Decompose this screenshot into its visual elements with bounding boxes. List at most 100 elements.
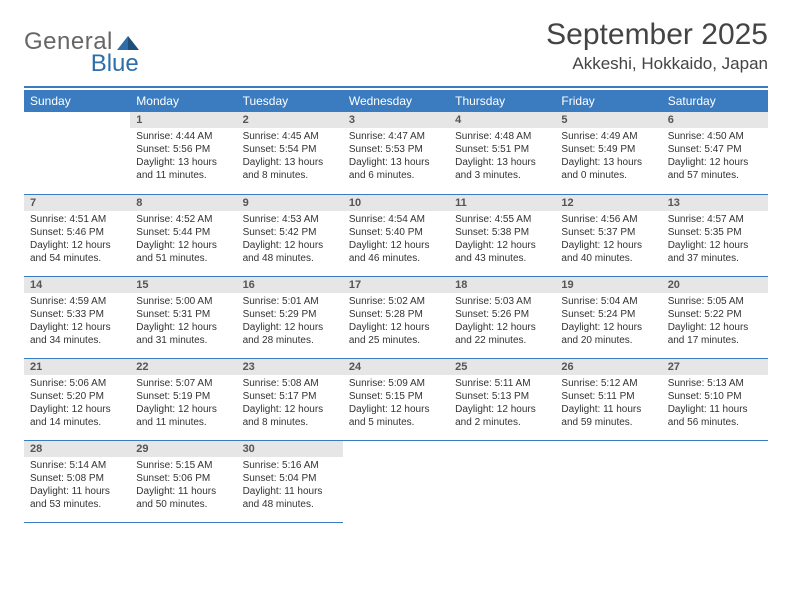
day-cell-inner: 17Sunrise: 5:02 AMSunset: 5:28 PMDayligh… (343, 277, 449, 358)
day-number: 8 (130, 195, 236, 211)
calendar-table: Sunday Monday Tuesday Wednesday Thursday… (24, 90, 768, 523)
daylight-text: Daylight: 12 hours and 25 minutes. (349, 321, 443, 347)
day-details: Sunrise: 4:50 AMSunset: 5:47 PMDaylight:… (662, 128, 768, 185)
day-cell-inner: 8Sunrise: 4:52 AMSunset: 5:44 PMDaylight… (130, 195, 236, 276)
day-number: 27 (662, 359, 768, 375)
calendar-page: General September 2025 Akkeshi, Hokkaido… (0, 0, 792, 612)
calendar-day-cell: 20Sunrise: 5:05 AMSunset: 5:22 PMDayligh… (662, 276, 768, 358)
sunrise-text: Sunrise: 4:49 AM (561, 130, 655, 143)
daylight-text: Daylight: 12 hours and 57 minutes. (668, 156, 762, 182)
day-cell-inner (662, 441, 768, 523)
daylight-text: Daylight: 12 hours and 37 minutes. (668, 239, 762, 265)
day-cell-inner: 15Sunrise: 5:00 AMSunset: 5:31 PMDayligh… (130, 277, 236, 358)
sunset-text: Sunset: 5:54 PM (243, 143, 337, 156)
sunset-text: Sunset: 5:20 PM (30, 390, 124, 403)
day-header: Sunday (24, 90, 130, 112)
day-cell-inner: 14Sunrise: 4:59 AMSunset: 5:33 PMDayligh… (24, 277, 130, 358)
day-cell-inner: 27Sunrise: 5:13 AMSunset: 5:10 PMDayligh… (662, 359, 768, 440)
day-number: 18 (449, 277, 555, 293)
day-cell-inner: 30Sunrise: 5:16 AMSunset: 5:04 PMDayligh… (237, 441, 343, 522)
day-details: Sunrise: 4:56 AMSunset: 5:37 PMDaylight:… (555, 211, 661, 268)
calendar-day-cell (662, 440, 768, 522)
calendar-day-cell (555, 440, 661, 522)
daylight-text: Daylight: 13 hours and 3 minutes. (455, 156, 549, 182)
day-cell-inner: 23Sunrise: 5:08 AMSunset: 5:17 PMDayligh… (237, 359, 343, 440)
calendar-week-row: 21Sunrise: 5:06 AMSunset: 5:20 PMDayligh… (24, 358, 768, 440)
sunrise-text: Sunrise: 4:53 AM (243, 213, 337, 226)
day-number: 13 (662, 195, 768, 211)
sunset-text: Sunset: 5:31 PM (136, 308, 230, 321)
day-details: Sunrise: 5:16 AMSunset: 5:04 PMDaylight:… (237, 457, 343, 514)
day-cell-inner: 1Sunrise: 4:44 AMSunset: 5:56 PMDaylight… (130, 112, 236, 194)
sunset-text: Sunset: 5:49 PM (561, 143, 655, 156)
daylight-text: Daylight: 12 hours and 8 minutes. (243, 403, 337, 429)
sunset-text: Sunset: 5:53 PM (349, 143, 443, 156)
sunset-text: Sunset: 5:40 PM (349, 226, 443, 239)
daylight-text: Daylight: 12 hours and 5 minutes. (349, 403, 443, 429)
day-details: Sunrise: 5:11 AMSunset: 5:13 PMDaylight:… (449, 375, 555, 432)
day-details: Sunrise: 5:02 AMSunset: 5:28 PMDaylight:… (343, 293, 449, 350)
sunrise-text: Sunrise: 5:12 AM (561, 377, 655, 390)
daylight-text: Daylight: 13 hours and 11 minutes. (136, 156, 230, 182)
sunrise-text: Sunrise: 4:44 AM (136, 130, 230, 143)
sunrise-text: Sunrise: 5:02 AM (349, 295, 443, 308)
calendar-day-cell: 7Sunrise: 4:51 AMSunset: 5:46 PMDaylight… (24, 194, 130, 276)
title-block: September 2025 Akkeshi, Hokkaido, Japan (546, 18, 768, 74)
sunrise-text: Sunrise: 5:13 AM (668, 377, 762, 390)
day-number: 1 (130, 112, 236, 128)
sunrise-text: Sunrise: 4:57 AM (668, 213, 762, 226)
calendar-day-cell: 23Sunrise: 5:08 AMSunset: 5:17 PMDayligh… (237, 358, 343, 440)
day-number: 5 (555, 112, 661, 128)
calendar-day-cell: 4Sunrise: 4:48 AMSunset: 5:51 PMDaylight… (449, 112, 555, 194)
sunset-text: Sunset: 5:42 PM (243, 226, 337, 239)
calendar-day-cell: 14Sunrise: 4:59 AMSunset: 5:33 PMDayligh… (24, 276, 130, 358)
sunset-text: Sunset: 5:47 PM (668, 143, 762, 156)
day-cell-inner (449, 441, 555, 523)
day-number: 28 (24, 441, 130, 457)
day-header: Tuesday (237, 90, 343, 112)
sunrise-text: Sunrise: 5:11 AM (455, 377, 549, 390)
daylight-text: Daylight: 12 hours and 11 minutes. (136, 403, 230, 429)
daylight-text: Daylight: 12 hours and 40 minutes. (561, 239, 655, 265)
day-cell-inner: 16Sunrise: 5:01 AMSunset: 5:29 PMDayligh… (237, 277, 343, 358)
calendar-day-cell (24, 112, 130, 194)
day-cell-inner: 4Sunrise: 4:48 AMSunset: 5:51 PMDaylight… (449, 112, 555, 194)
day-cell-inner: 26Sunrise: 5:12 AMSunset: 5:11 PMDayligh… (555, 359, 661, 440)
sunset-text: Sunset: 5:33 PM (30, 308, 124, 321)
sunset-text: Sunset: 5:08 PM (30, 472, 124, 485)
sunrise-text: Sunrise: 5:06 AM (30, 377, 124, 390)
day-cell-inner: 6Sunrise: 4:50 AMSunset: 5:47 PMDaylight… (662, 112, 768, 194)
sunrise-text: Sunrise: 5:16 AM (243, 459, 337, 472)
calendar-day-cell: 11Sunrise: 4:55 AMSunset: 5:38 PMDayligh… (449, 194, 555, 276)
day-cell-inner: 19Sunrise: 5:04 AMSunset: 5:24 PMDayligh… (555, 277, 661, 358)
day-details: Sunrise: 4:45 AMSunset: 5:54 PMDaylight:… (237, 128, 343, 185)
day-number: 19 (555, 277, 661, 293)
day-cell-inner: 12Sunrise: 4:56 AMSunset: 5:37 PMDayligh… (555, 195, 661, 276)
day-cell-inner: 18Sunrise: 5:03 AMSunset: 5:26 PMDayligh… (449, 277, 555, 358)
sunrise-text: Sunrise: 5:14 AM (30, 459, 124, 472)
calendar-day-cell: 13Sunrise: 4:57 AMSunset: 5:35 PMDayligh… (662, 194, 768, 276)
day-cell-inner: 2Sunrise: 4:45 AMSunset: 5:54 PMDaylight… (237, 112, 343, 194)
calendar-day-cell: 30Sunrise: 5:16 AMSunset: 5:04 PMDayligh… (237, 440, 343, 522)
daylight-text: Daylight: 11 hours and 50 minutes. (136, 485, 230, 511)
sunrise-text: Sunrise: 4:48 AM (455, 130, 549, 143)
daylight-text: Daylight: 12 hours and 28 minutes. (243, 321, 337, 347)
day-header: Monday (130, 90, 236, 112)
day-cell-inner: 20Sunrise: 5:05 AMSunset: 5:22 PMDayligh… (662, 277, 768, 358)
day-cell-inner (24, 112, 130, 194)
day-details: Sunrise: 5:14 AMSunset: 5:08 PMDaylight:… (24, 457, 130, 514)
daylight-text: Daylight: 13 hours and 8 minutes. (243, 156, 337, 182)
calendar-day-cell: 6Sunrise: 4:50 AMSunset: 5:47 PMDaylight… (662, 112, 768, 194)
calendar-day-cell: 3Sunrise: 4:47 AMSunset: 5:53 PMDaylight… (343, 112, 449, 194)
sunset-text: Sunset: 5:19 PM (136, 390, 230, 403)
calendar-week-row: 1Sunrise: 4:44 AMSunset: 5:56 PMDaylight… (24, 112, 768, 194)
day-details: Sunrise: 5:00 AMSunset: 5:31 PMDaylight:… (130, 293, 236, 350)
day-number: 7 (24, 195, 130, 211)
day-cell-inner: 28Sunrise: 5:14 AMSunset: 5:08 PMDayligh… (24, 441, 130, 522)
calendar-day-cell: 10Sunrise: 4:54 AMSunset: 5:40 PMDayligh… (343, 194, 449, 276)
sunrise-text: Sunrise: 5:04 AM (561, 295, 655, 308)
daylight-text: Daylight: 12 hours and 31 minutes. (136, 321, 230, 347)
sunrise-text: Sunrise: 4:54 AM (349, 213, 443, 226)
day-details: Sunrise: 4:48 AMSunset: 5:51 PMDaylight:… (449, 128, 555, 185)
daylight-text: Daylight: 11 hours and 56 minutes. (668, 403, 762, 429)
